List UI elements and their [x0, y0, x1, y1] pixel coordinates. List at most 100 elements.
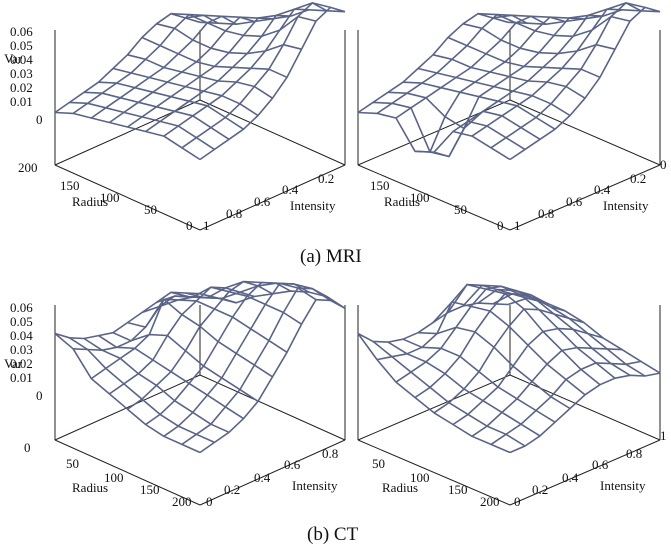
intensity-axis-label: Intensity: [600, 478, 646, 493]
back-left-edge: [357, 374, 511, 441]
z-tick-label: 0.05: [10, 38, 33, 53]
panel-mri-right: 150 100 50 0 Radius 0 0.2 0.4 0.6 0.8 1 …: [357, 2, 667, 233]
mesh-line-intensity-0.1: [372, 101, 526, 158]
back-left-edge: [54, 374, 201, 441]
intensity-tick-label: 0: [660, 157, 667, 172]
radius-axis-label: Radius: [384, 194, 420, 209]
z-tick-label: 0.04: [10, 328, 33, 343]
z-tick-label: 0.04: [10, 52, 33, 67]
mesh-line-intensity-0: [54, 111, 201, 161]
mesh-line-intensity-0.4: [417, 67, 571, 117]
radius-axis-label: Radius: [72, 194, 108, 209]
intensity-axis-line: [199, 164, 346, 231]
intensity-tick-label: 0.6: [566, 194, 583, 209]
intensity-axis-line: [509, 439, 661, 506]
radius-tick-label: 100: [100, 190, 120, 205]
z-tick-label: 0.05: [10, 314, 33, 329]
mesh-line-intensity-0.2: [387, 341, 541, 437]
mesh-line-intensity-0.1: [69, 337, 215, 444]
mesh-line-radius-175: [376, 13, 528, 115]
mesh-line-intensity-0.6: [141, 299, 288, 353]
radius-tick-label: 50: [66, 456, 79, 471]
mesh-line-intensity-1: [199, 9, 346, 26]
surface-mesh: [357, 283, 661, 454]
mesh-line-intensity-0.9: [185, 282, 331, 302]
mesh-line-intensity-0.6: [141, 36, 288, 79]
mesh-line-intensity-0.8: [170, 280, 317, 301]
mesh-line-intensity-0.5: [127, 54, 273, 99]
mesh-line-radius-150: [471, 346, 623, 437]
radius-tick-label: 150: [370, 178, 390, 193]
mesh-line-radius-0: [199, 6, 346, 161]
mesh-line-intensity-0.9: [492, 293, 646, 377]
radius-tick-label: 150: [448, 482, 468, 497]
radius-tick-label: 0: [186, 218, 193, 233]
intensity-tick-label: 1: [514, 218, 521, 233]
back-left-edge: [357, 99, 511, 166]
radius-tick-label: 100: [410, 470, 430, 485]
z-tick-label: 0.02: [10, 80, 33, 95]
mesh-line-radius-175: [72, 13, 219, 115]
mesh-line-intensity-0.8: [477, 288, 631, 376]
mesh-line-radius-125: [414, 16, 566, 153]
mesh-line-radius-25: [181, 2, 328, 149]
radius-tick-label: 100: [410, 190, 430, 205]
z-tick-label: 0.01: [10, 94, 33, 109]
mesh-line-intensity-0.3: [402, 81, 556, 130]
z-tick-label: 0.06: [10, 24, 33, 39]
radius-tick-label: 0: [24, 440, 31, 455]
intensity-axis-line: [509, 164, 661, 231]
mesh-line-intensity-0.6: [447, 283, 601, 386]
z-tick-label: 0.01: [10, 370, 33, 385]
intensity-tick-label: 0.8: [322, 446, 338, 461]
back-right-edge: [199, 99, 346, 166]
intensity-tick-label: 0.2: [318, 171, 334, 186]
radius-tick-label: 50: [372, 456, 385, 471]
mesh-line-intensity-0.2: [83, 91, 230, 140]
panel-ct-left: 0.06 0.05 0.04 0.03 0.02 0.01 0 Var 50 1…: [4, 280, 346, 509]
intensity-tick-label: 1: [203, 218, 210, 233]
panel-ct-right: 50 100 150 200 Radius 0 0.2 0.4 0.6 0.8 …: [357, 283, 667, 509]
intensity-tick-label: 0.4: [562, 470, 579, 485]
z-tick-label: 0.03: [10, 66, 33, 81]
radius-axis-line: [54, 439, 201, 506]
radius-tick-label: 50: [454, 202, 467, 217]
surface-mesh: [357, 2, 661, 161]
mesh-line-intensity-0.3: [98, 81, 244, 130]
z-axis-label: Var: [4, 51, 23, 66]
intensity-tick-label: 0.4: [594, 182, 611, 197]
intensity-axis-label: Intensity: [292, 478, 338, 493]
z-tick-label: 0: [36, 388, 43, 403]
z-tick-label: 0.03: [10, 342, 33, 357]
mesh-line-intensity-0.6: [447, 36, 601, 79]
radius-axis-line: [54, 164, 201, 231]
z-tick-label: 0.06: [10, 300, 33, 315]
intensity-tick-label: 0.2: [630, 171, 646, 186]
mesh-line-intensity-0.7: [462, 284, 616, 379]
mesh-line-intensity-0.4: [112, 67, 259, 117]
mesh-line-intensity-0.7: [462, 23, 616, 55]
mesh-line-intensity-0.3: [402, 338, 556, 423]
intensity-tick-label: 0.6: [254, 194, 271, 209]
mesh-line-intensity-0.7: [156, 286, 302, 325]
mesh-line-intensity-0.9: [492, 2, 646, 19]
mesh-line-intensity-0: [357, 333, 511, 454]
radius-tick-label: 200: [18, 160, 38, 175]
caption-ct: (b) CT: [307, 524, 359, 545]
caption-mri: (a) MRI: [300, 246, 362, 267]
radius-tick-label: 0: [497, 218, 504, 233]
mesh-line-intensity-0.4: [417, 326, 571, 410]
mesh-line-radius-75: [452, 14, 604, 133]
radius-tick-label: 200: [480, 494, 500, 509]
mesh-line-intensity-0.4: [112, 331, 259, 402]
radius-tick-label: 100: [104, 470, 124, 485]
radius-axis-line: [357, 439, 511, 506]
intensity-tick-label: 0.8: [626, 446, 642, 461]
intensity-tick-label: 0.8: [538, 206, 554, 221]
surface-mesh: [54, 280, 346, 454]
mesh-line-intensity-1: [507, 297, 661, 374]
intensity-tick-label: 0.2: [532, 482, 548, 497]
mesh-line-intensity-0.5: [127, 298, 273, 378]
mesh-line-intensity-0.1: [69, 101, 215, 151]
back-right-edge: [199, 374, 346, 441]
